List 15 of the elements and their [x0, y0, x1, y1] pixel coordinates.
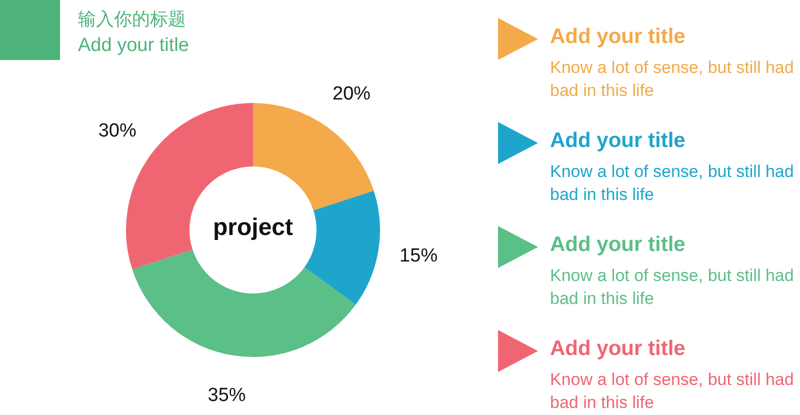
legend-label: Add your title	[550, 337, 686, 361]
text: Know a lot of sense, but still had bad in this life	[550, 265, 795, 310]
text: Add your title	[78, 35, 189, 57]
data-label: 15%	[400, 245, 438, 266]
data-label: 30%	[98, 120, 136, 142]
text: Know a lot of sense, but still had bad in this life	[550, 57, 795, 102]
legend-label: Add your title	[550, 233, 686, 257]
data-label: 35%	[208, 384, 246, 406]
text: Know a lot of sense, but still had bad in this life	[550, 161, 795, 206]
text: Know a lot of sense, but still had bad in this life	[550, 369, 795, 414]
legend-label: Add your title	[550, 25, 686, 49]
text: project	[212, 214, 294, 242]
legend-label: Add your title	[550, 129, 686, 153]
chart-title: 输入你的标题	[78, 8, 186, 31]
data-label: 20%	[332, 84, 371, 105]
